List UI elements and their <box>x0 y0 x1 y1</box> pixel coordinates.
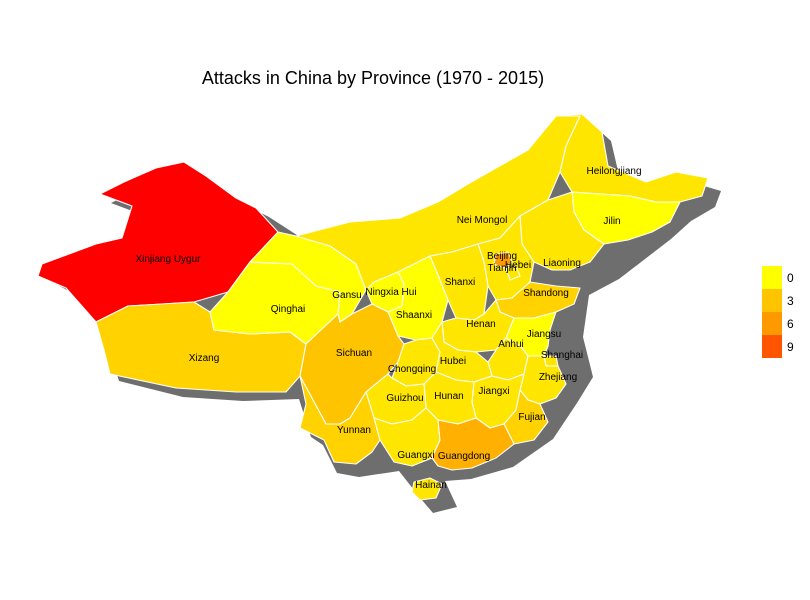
province-hainan[interactable] <box>411 477 443 501</box>
province-label: Shanghai <box>541 350 583 361</box>
province-label: Guangdong <box>438 451 490 462</box>
province-heilongjiang[interactable] <box>555 113 709 203</box>
legend-label: 6 <box>787 317 794 331</box>
province-label: Jilin <box>603 216 620 227</box>
province-label: Xizang <box>189 353 220 364</box>
province-label: Gansu <box>332 290 361 301</box>
map-title: Attacks in China by Province (1970 - 201… <box>201 68 545 88</box>
province-yunnan[interactable] <box>299 375 381 465</box>
province-tianjin[interactable] <box>505 265 521 281</box>
province-beijing[interactable] <box>493 251 513 269</box>
province-label: Heilongjiang <box>586 166 641 177</box>
province-label: Guizhou <box>386 393 423 404</box>
province-label: Liaoning <box>543 258 581 269</box>
province-guangdong[interactable] <box>431 417 515 471</box>
province-label: Tianjin <box>487 263 516 274</box>
province-label: Zhejiang <box>539 372 577 383</box>
province-label: Hebei <box>505 260 531 271</box>
province-label: Sichuan <box>336 348 372 359</box>
province-labels: Xinjiang Uygur Xizang Qinghai Gansu Nei Mong… <box>135 166 641 491</box>
legend-swatch <box>762 335 782 358</box>
province-label: Guangxi <box>397 450 434 461</box>
legend: 0 3 6 9 <box>762 266 794 358</box>
province-label: Shandong <box>523 288 569 299</box>
province-label: Hainan <box>415 480 447 491</box>
province-label: Ningxia Hui <box>365 287 416 298</box>
province-label: Jiangsu <box>527 329 561 340</box>
province-label: Chongqing <box>388 364 436 375</box>
province-fujian[interactable] <box>503 389 549 445</box>
province-hubei[interactable] <box>431 321 493 383</box>
legend-label: 0 <box>787 271 794 285</box>
province-label: Shanxi <box>445 277 476 288</box>
province-label: Nei Mongol <box>457 215 508 226</box>
province-label: Beijing <box>487 251 517 262</box>
province-label: Anhui <box>498 339 524 350</box>
province-label: Hunan <box>434 391 463 402</box>
province-label: Jiangxi <box>478 386 509 397</box>
legend-label: 3 <box>787 294 794 308</box>
province-label: Fujian <box>518 412 545 423</box>
province-label: Qinghai <box>271 304 305 315</box>
legend-swatch <box>762 289 782 312</box>
legend-swatch <box>762 266 782 289</box>
province-label: Henan <box>466 319 495 330</box>
province-label: Xinjiang Uygur <box>135 254 201 265</box>
legend-label: 9 <box>787 340 794 354</box>
province-label: Shaanxi <box>396 310 432 321</box>
province-label: Hubei <box>440 356 466 367</box>
province-label: Yunnan <box>337 425 371 436</box>
province-layer <box>37 113 709 501</box>
legend-swatch <box>762 312 782 335</box>
